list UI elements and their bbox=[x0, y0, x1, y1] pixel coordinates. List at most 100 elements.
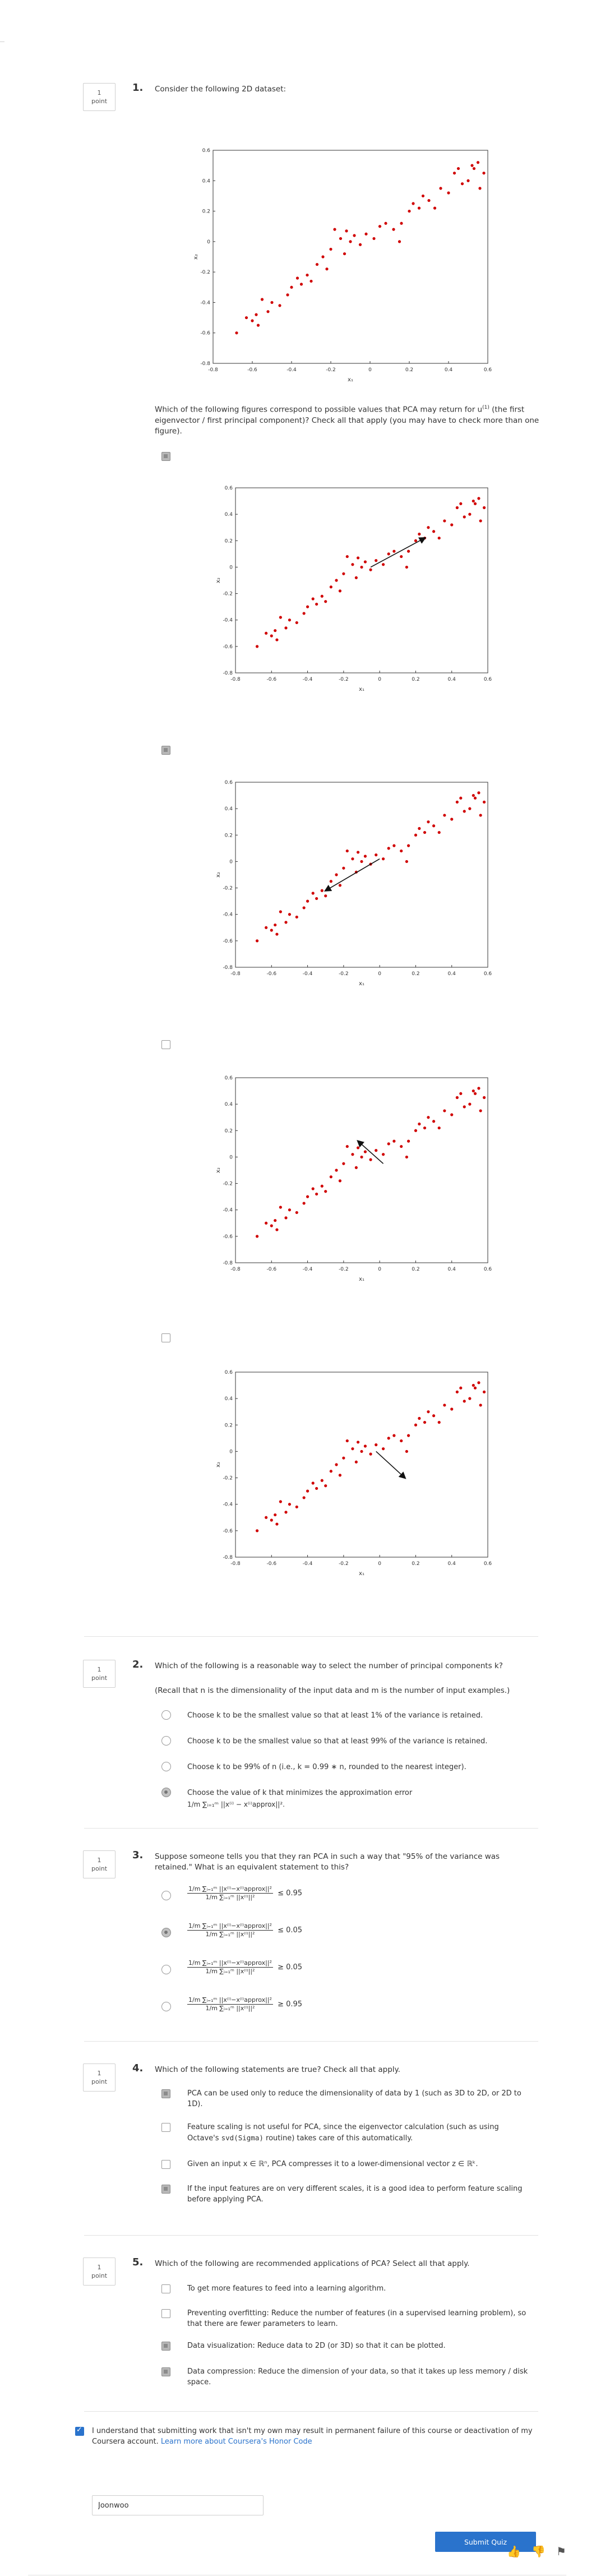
q4-option-2-checkbox[interactable] bbox=[161, 2123, 170, 2132]
q2-option-3: Choose k to be 99% of n (i.e., k = 0.99 … bbox=[187, 1762, 529, 1772]
data-point bbox=[405, 566, 408, 569]
y-tick-label: -0.8 bbox=[223, 1261, 233, 1266]
data-point bbox=[375, 1443, 377, 1446]
y-tick-label: 0.4 bbox=[225, 1396, 233, 1402]
q5-option-4-checkbox[interactable] bbox=[161, 2367, 170, 2376]
q2-option-3-radio[interactable] bbox=[161, 1762, 171, 1771]
legal-name-input[interactable] bbox=[92, 2495, 264, 2515]
x-tick-label: 0.4 bbox=[448, 1561, 456, 1567]
q5-option-3: Data visualization: Reduce data to 2D (o… bbox=[187, 2340, 529, 2351]
q3-option-1-radio[interactable] bbox=[161, 1891, 171, 1900]
data-point bbox=[275, 1522, 278, 1525]
data-point bbox=[321, 889, 324, 892]
data-point bbox=[472, 794, 475, 797]
thumbs-down-icon[interactable]: 👎 bbox=[532, 2545, 546, 2558]
data-point bbox=[407, 550, 410, 553]
q3-option-4-value: ≥ 0.95 bbox=[278, 1999, 302, 2010]
data-point bbox=[351, 1153, 354, 1156]
x-tick-label: -0.2 bbox=[339, 677, 349, 682]
q2-option-4-radio[interactable] bbox=[161, 1788, 171, 1797]
data-point bbox=[274, 1513, 276, 1516]
data-point bbox=[477, 1381, 480, 1384]
q4-points-box: 1 point bbox=[83, 2063, 115, 2092]
q2-option-4-formula: 1/m ∑ᵢ₌₁ᵐ ||x⁽ⁱ⁾ − x⁽ⁱ⁾approx||². bbox=[187, 1799, 529, 1810]
data-point bbox=[324, 894, 327, 897]
data-point bbox=[330, 1175, 332, 1178]
q3-option-3-radio[interactable] bbox=[161, 1965, 171, 1974]
y-tick-label: -0.6 bbox=[223, 644, 233, 650]
q5-option-3-checkbox[interactable] bbox=[161, 2342, 170, 2351]
data-point bbox=[468, 513, 471, 516]
data-point bbox=[364, 560, 367, 563]
y-axis-label: x₂ bbox=[215, 578, 221, 583]
q4-option-1-checkbox[interactable] bbox=[161, 2089, 170, 2098]
x-tick-label: 0 bbox=[378, 1267, 381, 1272]
q4-option-4-checkbox[interactable] bbox=[161, 2185, 170, 2194]
q1-option-3-checkbox[interactable] bbox=[161, 1040, 170, 1049]
y-tick-label: -0.4 bbox=[223, 618, 233, 624]
x-tick-label: -0.4 bbox=[303, 1561, 313, 1567]
thumbs-up-icon[interactable]: 👍 bbox=[507, 2545, 521, 2558]
q1-sub-prompt: Which of the following figures correspon… bbox=[155, 403, 542, 437]
x-tick-label: 0.2 bbox=[412, 971, 419, 977]
honor-code-checkbox[interactable] bbox=[75, 2427, 84, 2436]
data-point bbox=[472, 1384, 475, 1387]
y-tick-label: -0.8 bbox=[223, 1555, 233, 1561]
data-point bbox=[387, 552, 390, 555]
eigenvector-arrow bbox=[371, 538, 424, 567]
data-point bbox=[274, 629, 276, 632]
q3-option-4-radio[interactable] bbox=[161, 2002, 171, 2011]
q2-option-1-radio[interactable] bbox=[161, 1710, 171, 1720]
q5-option-2-checkbox[interactable] bbox=[161, 2309, 170, 2318]
q1-option-1-checkbox[interactable] bbox=[161, 452, 170, 461]
data-point bbox=[357, 851, 359, 853]
q2-points-value: 1 bbox=[98, 1665, 101, 1674]
data-point bbox=[359, 243, 362, 246]
q5-option-1-checkbox[interactable] bbox=[161, 2284, 170, 2293]
divider bbox=[84, 2235, 538, 2236]
data-point bbox=[463, 515, 466, 518]
flag-icon[interactable]: ⚑ bbox=[556, 2545, 566, 2558]
data-point bbox=[483, 506, 486, 509]
data-point bbox=[447, 191, 450, 194]
data-point bbox=[335, 873, 338, 876]
data-point bbox=[369, 1453, 372, 1456]
data-point bbox=[450, 523, 453, 526]
data-point bbox=[315, 1487, 318, 1490]
data-point bbox=[351, 563, 354, 566]
data-point bbox=[274, 924, 276, 926]
q3-prompt: Suppose someone tells you that they ran … bbox=[155, 1852, 536, 1873]
honor-code-link[interactable]: Learn more about Coursera's Honor Code bbox=[161, 2437, 312, 2446]
data-point bbox=[330, 585, 332, 588]
data-point bbox=[306, 900, 309, 903]
y-axis-label: x₂ bbox=[215, 872, 221, 878]
y-tick-label: 0 bbox=[207, 239, 210, 245]
data-point bbox=[339, 589, 341, 592]
data-point bbox=[372, 237, 375, 240]
data-point bbox=[316, 263, 318, 266]
submit-quiz-button[interactable]: Submit Quiz bbox=[435, 2532, 536, 2552]
data-point bbox=[474, 797, 477, 800]
y-tick-label: 0 bbox=[229, 1449, 233, 1455]
q1-option-4-checkbox[interactable] bbox=[161, 1333, 170, 1342]
y-tick-label: -0.6 bbox=[223, 1234, 233, 1240]
data-point bbox=[369, 1158, 372, 1161]
data-point bbox=[418, 1123, 421, 1125]
data-point bbox=[353, 234, 355, 237]
data-point bbox=[321, 1479, 324, 1482]
eigenvector-arrow bbox=[376, 1451, 405, 1478]
q1-option-2-checkbox[interactable] bbox=[161, 746, 170, 755]
data-point bbox=[438, 1127, 441, 1129]
data-point bbox=[312, 892, 315, 894]
q4-option-3-checkbox[interactable] bbox=[161, 2160, 170, 2169]
q3-option-2-radio[interactable] bbox=[161, 1928, 171, 1937]
data-point bbox=[414, 1129, 417, 1132]
data-point bbox=[265, 1222, 267, 1225]
data-point bbox=[295, 916, 298, 918]
q2-option-2-radio[interactable] bbox=[161, 1736, 171, 1746]
q1-points-value: 1 bbox=[98, 89, 101, 97]
x-tick-label: -0.4 bbox=[287, 367, 297, 373]
data-point bbox=[342, 1457, 345, 1460]
data-point bbox=[443, 814, 446, 816]
q5-option-1: To get more features to feed into a lear… bbox=[187, 2283, 529, 2294]
